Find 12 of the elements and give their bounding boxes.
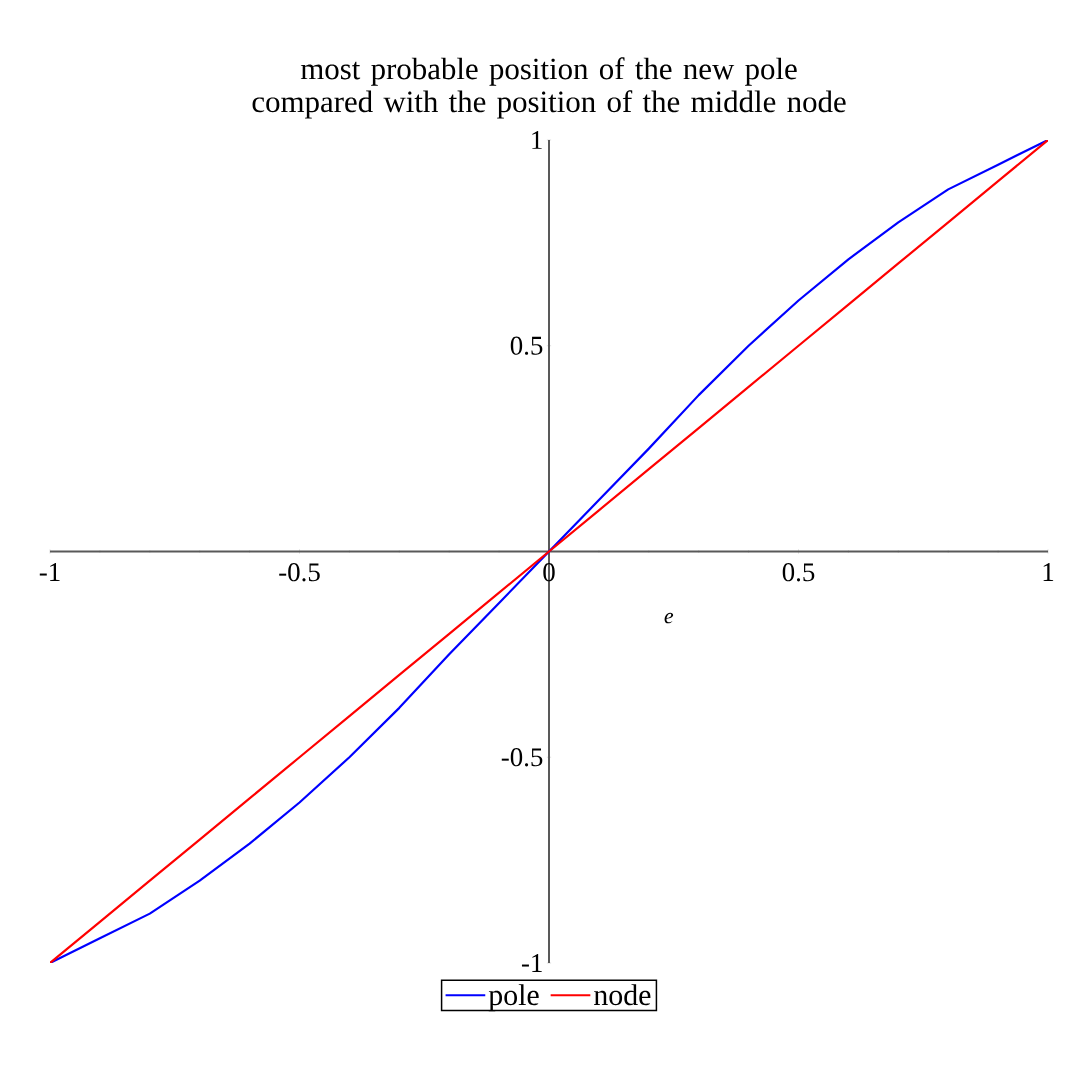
x-tick-label: -0.5 [279, 563, 320, 582]
y-tick-label: 1 [532, 131, 542, 149]
y-tick-label: 0.5 [510, 336, 543, 355]
chart-title: most probable position of the new pole compared with the position of the middle node [252, 57, 846, 119]
y-tick-label: -1 [521, 954, 542, 972]
x-tick-label: 0.5 [782, 563, 815, 582]
x-tick-label: 1 [1043, 563, 1054, 581]
x-tick-label: -1 [39, 563, 60, 581]
y-tick-label: -0.5 [501, 748, 543, 767]
x-axis-title: e [664, 612, 674, 624]
legend-label: node [594, 984, 651, 1006]
legend-label: pole [488, 984, 539, 1012]
